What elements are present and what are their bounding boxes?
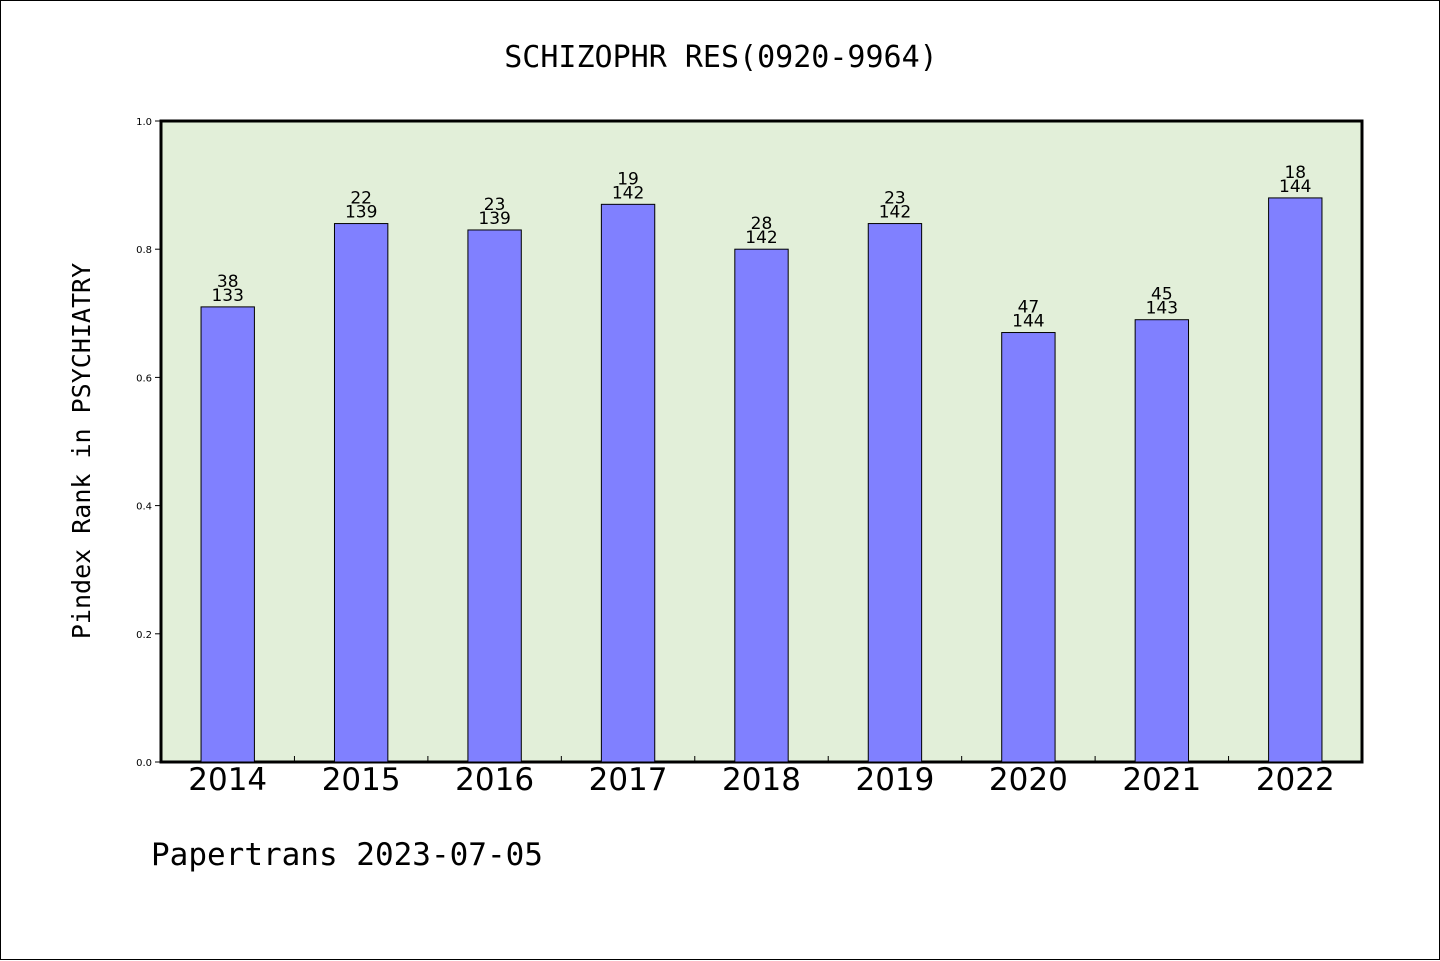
bar-rank-label: 28 [751,214,773,234]
bar [734,248,789,763]
chart-title: SCHIZOPHR RES(0920-9964) [504,40,937,75]
bar-rank-label: 23 [884,189,906,209]
bar [1134,319,1190,763]
bar-rank-label: 18 [1284,163,1306,183]
bar-total-label: 144 [1279,177,1311,197]
bar [1268,197,1323,763]
bar-total-label: 144 [1012,312,1044,332]
y-tick-label: 0.6 [136,373,152,384]
bar-rank-label: 38 [217,272,239,292]
bar-total-label: 142 [879,203,911,223]
y-tick-label: 0.8 [136,245,152,256]
bar [867,223,923,763]
bar [333,223,389,763]
bars-group [200,197,1323,763]
bar-rank-label: 22 [350,189,372,209]
bar-total-label: 133 [211,286,243,306]
y-tick-label: 1.0 [136,117,152,128]
y-tick-label: 0.0 [136,758,152,769]
x-tick-label: 2021 [1122,762,1201,798]
bar [200,306,255,763]
bar [467,229,522,763]
footer-credit: Papertrans 2023-07-05 [151,837,543,873]
x-tick-label: 2018 [722,762,801,798]
x-tick-label: 2022 [1256,762,1335,798]
bar-total-label: 142 [612,183,644,203]
x-tick-label: 2020 [989,762,1068,798]
bar-rank-label: 19 [617,169,639,189]
x-tick-label: 2016 [455,762,534,798]
bar [1001,332,1056,763]
bar-rank-label: 23 [484,195,506,215]
x-axis: 2014 2015 2016 2017 2018 2019 2020 2021 2022 [188,756,1335,798]
bar-total-label: 142 [745,228,777,248]
bar-rank-label: 47 [1018,298,1040,318]
y-axis-label: Pindex Rank in PSYCHIATRY [67,263,96,639]
bar-total-label: 139 [345,203,377,223]
y-axis: 0.0 0.2 0.4 0.6 0.8 1.0 [136,117,161,769]
y-tick-label: 0.2 [136,630,152,641]
x-tick-label: 2015 [322,762,401,798]
x-tick-label: 2019 [855,762,934,798]
bar-total-label: 139 [478,209,510,229]
y-tick-label: 0.4 [136,502,152,513]
bar-total-label: 143 [1146,299,1178,319]
x-tick-label: 2017 [589,762,668,798]
x-tick-label: 2014 [188,762,267,798]
bar-rank-label: 45 [1151,285,1173,305]
bar [600,203,656,763]
